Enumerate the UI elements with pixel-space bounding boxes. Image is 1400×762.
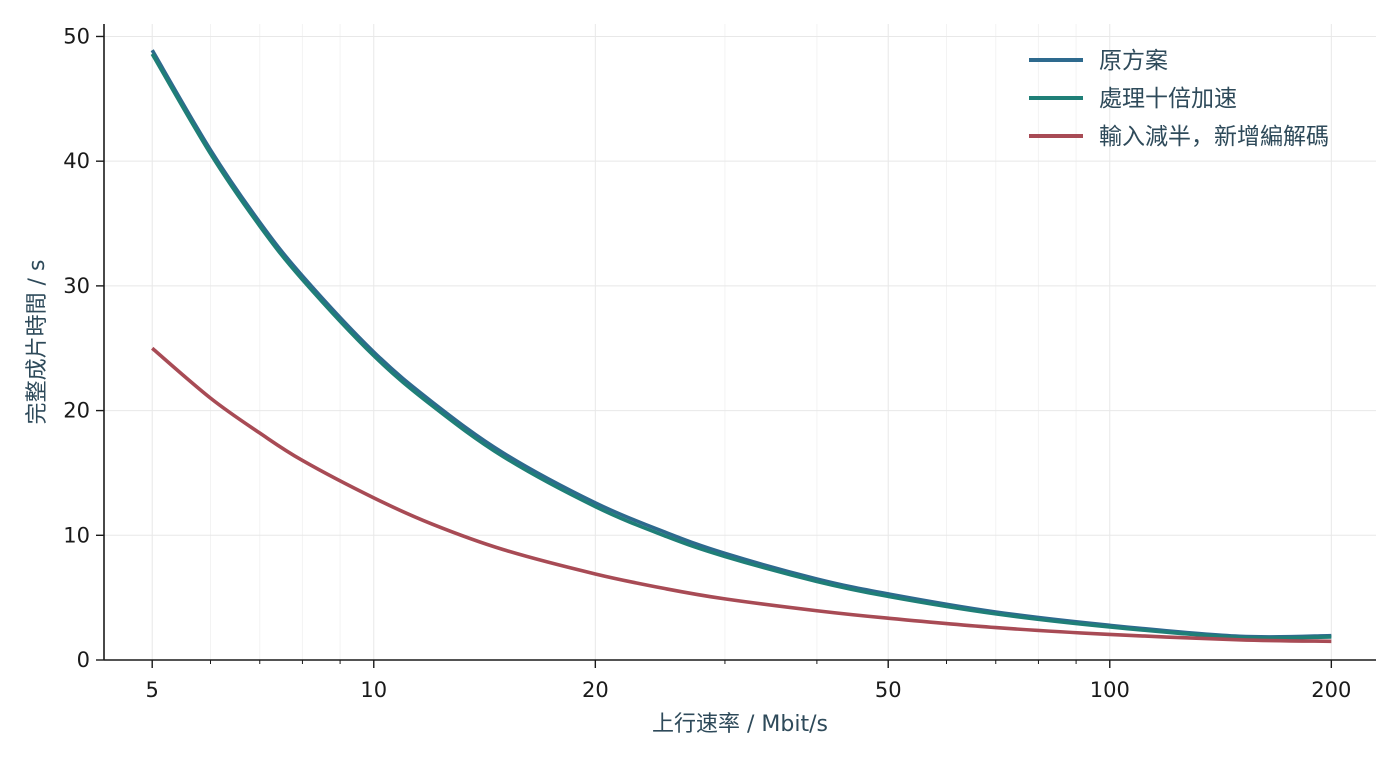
y-tick-label: 0 [77,648,90,672]
y-tick-label: 40 [63,149,90,173]
series-line-3 [151,346,1332,644]
x-tick-label: 200 [1311,678,1351,702]
x-tick-label: 5 [146,678,159,702]
axes: 5 10 20 50 100 200 0 10 20 30 40 50 [63,24,1376,702]
legend-label-3: 輸入減半，新增編解碼 [1099,124,1329,150]
x-axis-title: 上行速率 / Mbit/s [652,712,828,737]
y-tick-label: 30 [63,274,90,298]
y-tick-label: 50 [63,24,90,48]
legend-label-1: 原方案 [1099,48,1168,74]
x-tick-label: 50 [875,678,902,702]
series-line-2 [150,53,1332,640]
x-tick-label: 10 [360,678,387,702]
series-lines [150,49,1332,644]
x-tick-label: 20 [582,678,609,702]
y-tick-label: 20 [63,399,90,423]
y-tick-label: 10 [63,523,90,547]
grid-lines [104,24,1376,661]
legend-label-2: 處理十倍加速 [1099,86,1237,112]
x-tick-label: 100 [1090,678,1130,702]
y-axis-title: 完整成片時間 / s [25,260,50,425]
